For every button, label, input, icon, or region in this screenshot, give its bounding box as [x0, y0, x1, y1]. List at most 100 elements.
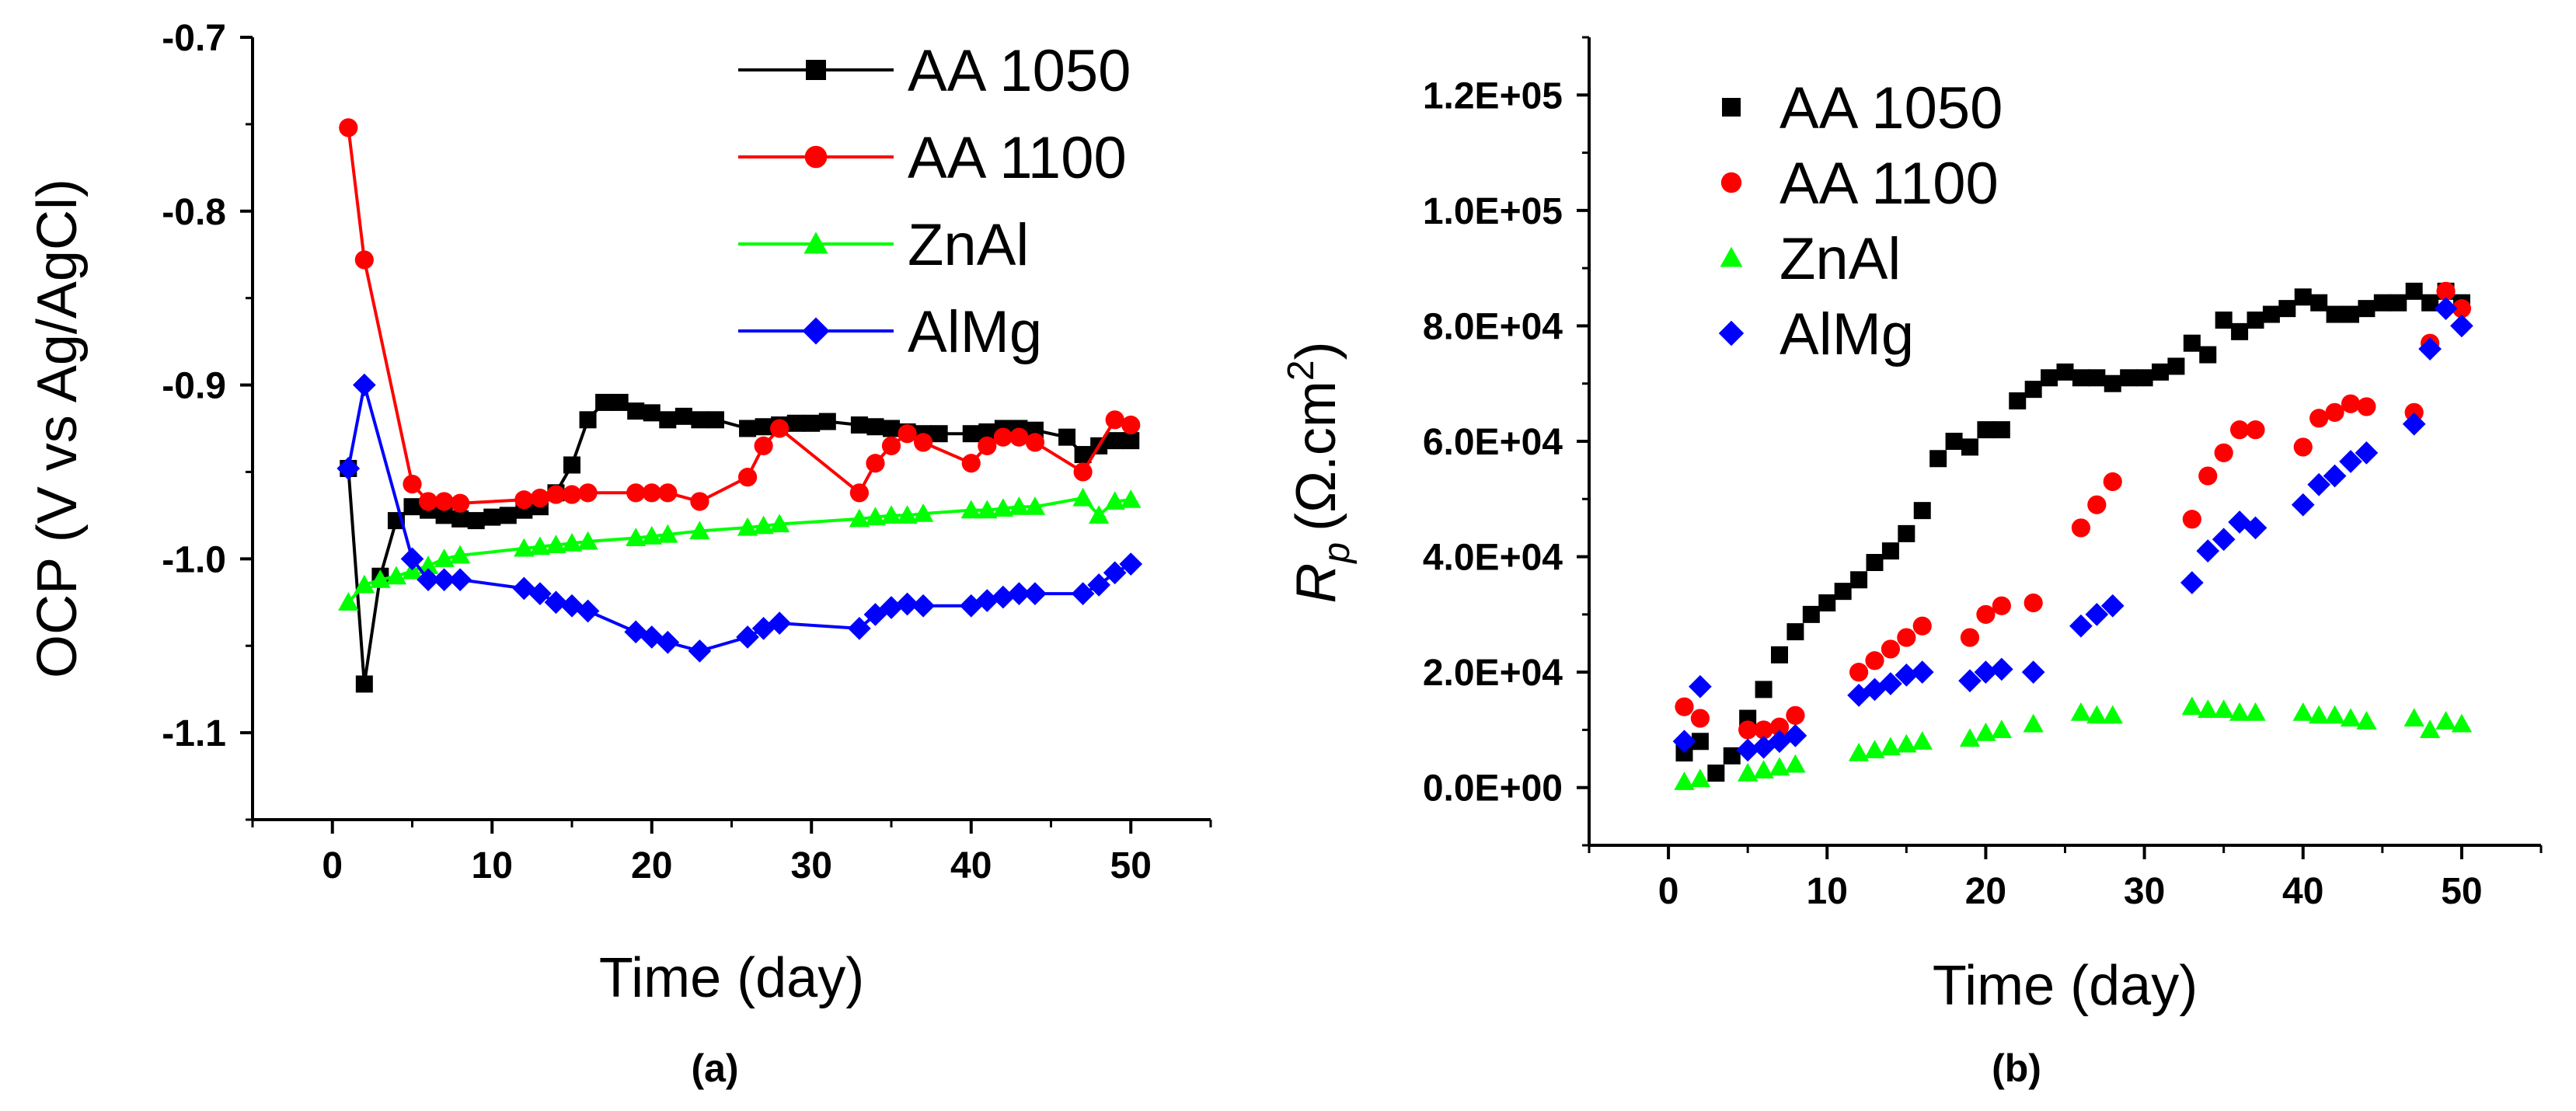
- legend-marker-aa-1100: [804, 145, 828, 169]
- data-point: [2120, 369, 2138, 387]
- data-point: [2323, 464, 2347, 488]
- data-point: [930, 425, 948, 443]
- data-point: [1723, 747, 1741, 764]
- data-point: [803, 414, 821, 432]
- data-point: [769, 514, 790, 533]
- data-point: [656, 630, 680, 654]
- panel-a-chart: -0.7 -0.8 -0.9 -1.0 -1.1 0 10 20 30 40 50 Time (day…: [26, 18, 1212, 1009]
- data-point: [2434, 297, 2458, 320]
- data-point: [866, 454, 885, 473]
- data-point: [355, 675, 373, 693]
- data-point: [1105, 410, 1124, 430]
- data-point: [2339, 450, 2362, 473]
- data-point: [2418, 337, 2442, 360]
- data-point: [914, 433, 933, 452]
- data-point: [434, 549, 455, 567]
- data-point: [1863, 677, 1887, 702]
- data-point: [530, 488, 550, 508]
- data-point: [962, 425, 980, 443]
- y-tick-label: -0.8: [162, 192, 226, 233]
- data-point: [1754, 720, 1773, 740]
- data-point: [2340, 708, 2362, 727]
- legend-label-znal: ZnAl: [1779, 226, 1901, 292]
- data-point: [563, 456, 580, 474]
- data-point: [1880, 737, 1901, 756]
- data-point: [339, 118, 358, 138]
- data-point: [1975, 722, 1996, 741]
- data-point: [641, 526, 662, 545]
- y-axis-title-close: ): [1285, 341, 1347, 360]
- data-point: [912, 503, 934, 522]
- data-point: [818, 413, 836, 430]
- data-point: [1689, 674, 1712, 698]
- y-tick-label: -0.7: [162, 18, 226, 59]
- data-point: [611, 393, 629, 411]
- data-point: [2135, 369, 2153, 387]
- data-point: [546, 535, 566, 553]
- data-point: [2421, 294, 2439, 312]
- data-point: [866, 418, 884, 436]
- data-point: [2309, 409, 2329, 428]
- data-point: [1087, 573, 1110, 597]
- data-point: [338, 592, 359, 611]
- data-point: [1121, 489, 1142, 508]
- data-point: [2291, 493, 2315, 517]
- data-point: [2214, 443, 2233, 462]
- series-almg: [336, 373, 1143, 663]
- data-point: [1738, 720, 1758, 740]
- data-point: [993, 427, 1013, 447]
- data-point: [2212, 528, 2236, 552]
- data-point: [1958, 669, 1982, 693]
- data-point: [1009, 427, 1029, 447]
- data-point: [2183, 334, 2201, 352]
- x-tick-label: 20: [631, 845, 672, 886]
- data-point: [2402, 412, 2426, 436]
- data-point: [2070, 702, 2092, 721]
- data-point: [544, 590, 568, 615]
- series-znal: [338, 487, 1142, 611]
- x-tick-label: 30: [791, 845, 832, 886]
- data-point: [2262, 305, 2280, 323]
- data-point: [418, 492, 438, 511]
- data-point: [883, 420, 900, 437]
- data-point: [1818, 594, 1836, 611]
- data-point: [449, 545, 471, 564]
- data-point: [881, 436, 901, 455]
- panel-a-label: (a): [691, 1047, 738, 1090]
- x-tick-label: 30: [2124, 871, 2165, 912]
- data-point: [1895, 663, 1919, 687]
- data-point: [1690, 709, 1710, 728]
- data-point: [2292, 702, 2313, 721]
- data-point: [1989, 657, 2013, 681]
- data-point: [880, 505, 902, 524]
- data-point: [2357, 397, 2376, 416]
- legend-label-znal: ZnAl: [908, 212, 1029, 278]
- data-point: [895, 592, 919, 616]
- data-point: [2069, 614, 2093, 638]
- data-point: [657, 524, 678, 543]
- data-point: [1866, 554, 1884, 571]
- data-point: [1785, 754, 1806, 773]
- data-point: [1864, 740, 1885, 758]
- data-point: [448, 568, 472, 592]
- data-point: [2021, 660, 2045, 684]
- legend-label-aa-1100: AA 1100: [1779, 151, 1999, 217]
- data-point: [978, 423, 996, 441]
- data-point: [1752, 735, 1776, 759]
- data-point: [975, 589, 999, 612]
- data-point: [1707, 764, 1725, 782]
- data-point: [2308, 705, 2330, 724]
- data-point: [2198, 699, 2219, 718]
- data-point: [1974, 660, 1998, 684]
- legend-marker-almg: [802, 317, 830, 345]
- data-point: [2213, 699, 2234, 718]
- x-tick-label: 50: [2441, 871, 2482, 912]
- data-point: [1088, 505, 1110, 524]
- data-point: [2246, 420, 2265, 440]
- data-point: [978, 436, 997, 455]
- data-point: [2088, 369, 2106, 387]
- legend-marker-aa-1100: [1720, 172, 1742, 193]
- data-point: [1691, 733, 1709, 751]
- data-point: [2278, 300, 2296, 318]
